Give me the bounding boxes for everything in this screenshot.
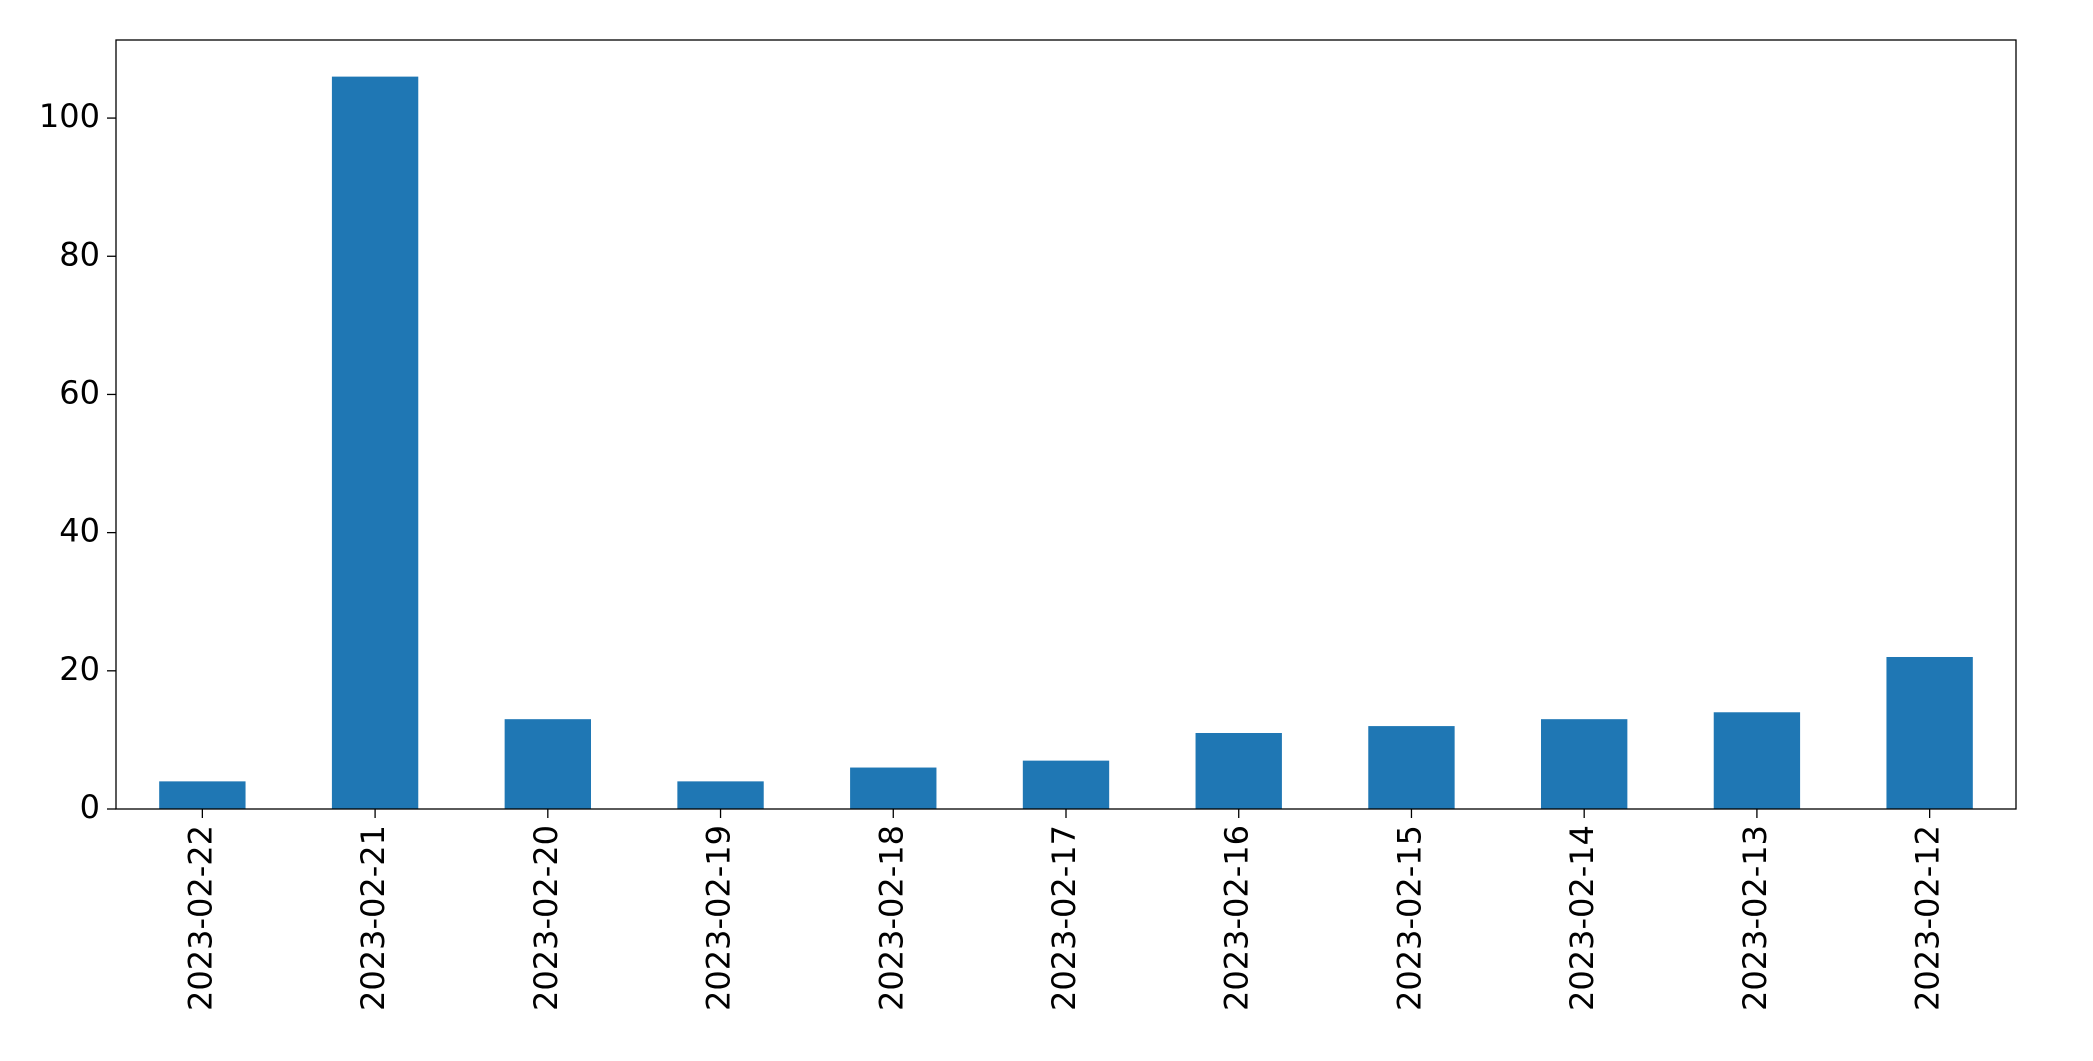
bar bbox=[850, 767, 937, 809]
x-tick-label: 2023-02-22 bbox=[181, 825, 219, 1011]
bar bbox=[504, 719, 591, 809]
bar bbox=[677, 781, 764, 809]
plot-frame bbox=[115, 39, 2017, 810]
x-tick-label: 2023-02-17 bbox=[1045, 825, 1083, 1011]
bar bbox=[331, 76, 419, 810]
x-tick-label: 2023-02-19 bbox=[700, 825, 738, 1011]
bar bbox=[1022, 760, 1110, 809]
bar bbox=[159, 781, 246, 809]
x-tick-label: 2023-02-13 bbox=[1736, 825, 1774, 1011]
y-tick-label: 40 bbox=[59, 512, 100, 550]
y-tick-label: 60 bbox=[59, 373, 100, 411]
y-tick-label: 0 bbox=[80, 788, 100, 826]
x-tick-label: 2023-02-14 bbox=[1563, 825, 1601, 1011]
y-tick-label: 20 bbox=[59, 650, 100, 688]
bar bbox=[1713, 712, 1801, 809]
x-tick-label: 2023-02-20 bbox=[527, 825, 565, 1011]
x-tick-label: 2023-02-15 bbox=[1390, 825, 1428, 1011]
bar bbox=[1368, 726, 1455, 809]
y-tick-label: 100 bbox=[39, 97, 100, 135]
bar bbox=[1541, 719, 1628, 809]
bar bbox=[1886, 656, 1973, 809]
x-tick-label: 2023-02-21 bbox=[354, 825, 392, 1011]
x-tick-label: 2023-02-12 bbox=[1909, 825, 1947, 1011]
x-tick-label: 2023-02-16 bbox=[1218, 825, 1256, 1011]
x-tick-label: 2023-02-18 bbox=[872, 825, 910, 1011]
y-tick-label: 80 bbox=[59, 235, 100, 273]
bar bbox=[1195, 732, 1282, 809]
